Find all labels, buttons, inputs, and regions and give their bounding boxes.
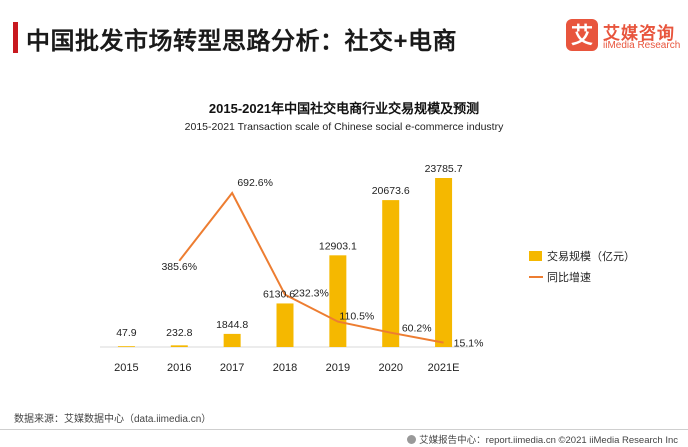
footer-copyright-text: 艾媒报告中心：report.iimedia.cn ©2021 iiMedia R…: [419, 435, 678, 446]
bar-2019: [329, 255, 347, 347]
growth-rate-line: [178, 191, 444, 344]
footer-divider: [0, 429, 688, 430]
brand-name-cn: 艾媒咨询: [603, 24, 675, 43]
title-accent-bar: [13, 22, 18, 53]
page-title: 中国批发市场转型思路分析：社交+电商: [26, 28, 458, 55]
brand-logo-mark: 艾: [566, 19, 598, 51]
data-source: 数据来源：艾媒数据中心（data.iimedia.cn）: [14, 414, 212, 425]
chart-title: 2015-2021年中国社交电商行业交易规模及预测: [208, 101, 480, 116]
line-value-label-2021E: 15.1%: [454, 338, 484, 350]
bar-value-label-2019: 12903.1: [319, 240, 357, 252]
chart-subtitle: 2015-2021 Transaction scale of Chinese s…: [184, 121, 504, 133]
x-tick-label-2019: 2019: [326, 362, 350, 374]
x-tick-label-2016: 2016: [167, 362, 191, 374]
line-value-label-2017: 692.6%: [237, 177, 273, 189]
line-value-label-2019: 110.5%: [339, 311, 374, 323]
bar-value-label-2017: 1844.8: [216, 319, 248, 331]
line-value-label-2016: 385.6%: [161, 261, 197, 273]
x-tick-label-2021E: 2021E: [428, 362, 460, 374]
bar-2021E: [435, 178, 453, 347]
bar-value-label-2021E: 23785.7: [425, 163, 463, 175]
bar-value-label-2015: 47.9: [116, 327, 137, 339]
bar-value-label-2018: 6130.6: [263, 288, 295, 300]
footer-copyright: 艾媒报告中心：report.iimedia.cn ©2021 iiMedia R…: [407, 432, 678, 446]
bar-2018: [276, 303, 294, 347]
x-tick-label-2018: 2018: [273, 362, 297, 374]
legend-label-line: 同比增速: [547, 270, 591, 284]
legend-swatch-bar: [529, 251, 542, 261]
brand-logo: 艾 艾媒咨询 iiMedia Research: [566, 19, 681, 57]
x-tick-label-2020: 2020: [378, 362, 402, 374]
bar-value-label-2020: 20673.6: [372, 185, 410, 197]
brand-name-en: iiMedia Research: [603, 40, 681, 51]
bar-2016: [170, 345, 188, 347]
x-tick-label-2017: 2017: [220, 362, 244, 374]
x-tick-label-2015: 2015: [114, 362, 138, 374]
logo-mark-glyph: 艾: [571, 24, 593, 49]
report-center-icon: [407, 435, 417, 444]
bar-2017: [223, 333, 241, 347]
line-value-label-2020: 60.2%: [402, 323, 432, 335]
line-value-label-2018: 232.3%: [293, 288, 329, 300]
bar-value-label-2016: 232.8: [166, 327, 192, 339]
bar-2020: [382, 200, 400, 347]
bar-2015: [117, 346, 135, 347]
legend-label-bar: 交易规模（亿元）: [547, 249, 635, 263]
